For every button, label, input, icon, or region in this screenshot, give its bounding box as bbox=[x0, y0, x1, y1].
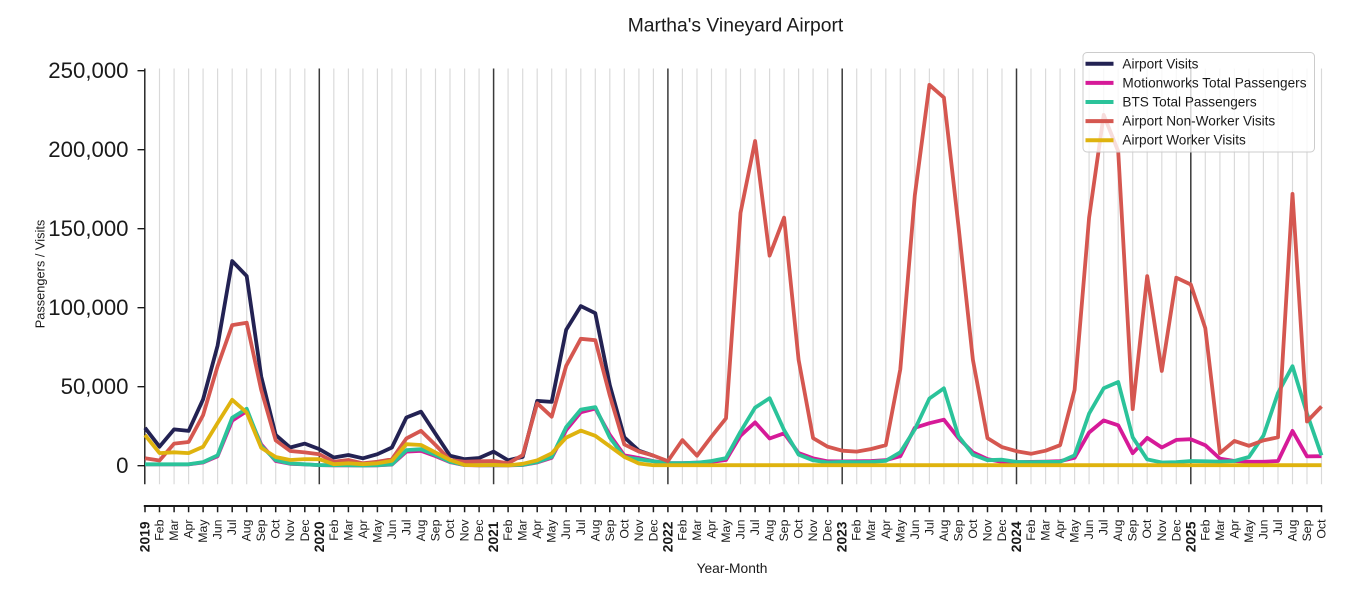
svg-text:Oct: Oct bbox=[966, 519, 980, 539]
svg-text:Aug: Aug bbox=[414, 519, 428, 541]
svg-text:Aug: Aug bbox=[763, 519, 777, 541]
svg-text:Feb: Feb bbox=[501, 519, 515, 540]
svg-text:Mar: Mar bbox=[690, 520, 704, 541]
svg-text:Aug: Aug bbox=[1111, 519, 1125, 541]
svg-text:Jul: Jul bbox=[225, 520, 239, 536]
svg-text:Sep: Sep bbox=[429, 519, 443, 541]
svg-text:Jun: Jun bbox=[1082, 519, 1096, 539]
svg-text:Jun: Jun bbox=[559, 519, 573, 539]
svg-text:Oct: Oct bbox=[792, 519, 806, 539]
svg-text:Feb: Feb bbox=[850, 519, 864, 540]
svg-text:Motionworks Total Passengers: Motionworks Total Passengers bbox=[1122, 75, 1306, 90]
svg-text:Sep: Sep bbox=[603, 519, 617, 541]
svg-text:Mar: Mar bbox=[1213, 520, 1227, 541]
svg-text:2020: 2020 bbox=[312, 521, 327, 552]
svg-text:Aug: Aug bbox=[588, 519, 602, 541]
svg-text:100,000: 100,000 bbox=[48, 295, 128, 320]
svg-text:Dec: Dec bbox=[646, 520, 660, 542]
svg-text:Jun: Jun bbox=[734, 519, 748, 539]
svg-text:May: May bbox=[196, 519, 210, 543]
svg-text:Dec: Dec bbox=[995, 520, 1009, 542]
svg-text:May: May bbox=[719, 519, 733, 543]
svg-text:Airport Visits: Airport Visits bbox=[1122, 56, 1198, 71]
svg-text:Feb: Feb bbox=[327, 519, 341, 540]
svg-text:Sep: Sep bbox=[1126, 519, 1140, 541]
svg-text:Year-Month: Year-Month bbox=[697, 561, 768, 576]
svg-text:Jun: Jun bbox=[1256, 519, 1270, 539]
svg-text:Sep: Sep bbox=[1300, 519, 1314, 541]
svg-text:Aug: Aug bbox=[1286, 519, 1300, 541]
svg-text:2021: 2021 bbox=[486, 521, 501, 552]
svg-text:Nov: Nov bbox=[806, 519, 820, 542]
svg-text:Jul: Jul bbox=[1097, 520, 1111, 536]
svg-text:Jul: Jul bbox=[574, 520, 588, 536]
svg-text:May: May bbox=[1242, 519, 1256, 543]
svg-text:Jun: Jun bbox=[211, 519, 225, 539]
svg-text:2022: 2022 bbox=[660, 521, 675, 552]
svg-text:Airport Worker Visits: Airport Worker Visits bbox=[1122, 133, 1246, 148]
svg-text:Oct: Oct bbox=[269, 519, 283, 539]
svg-text:Aug: Aug bbox=[937, 519, 951, 541]
svg-text:250,000: 250,000 bbox=[48, 58, 128, 83]
svg-text:May: May bbox=[1068, 519, 1082, 543]
svg-text:Feb: Feb bbox=[675, 519, 689, 540]
svg-text:May: May bbox=[893, 519, 907, 543]
svg-text:BTS Total Passengers: BTS Total Passengers bbox=[1122, 95, 1256, 110]
svg-text:Feb: Feb bbox=[153, 519, 167, 540]
svg-text:0: 0 bbox=[116, 453, 128, 478]
svg-text:2025: 2025 bbox=[1183, 521, 1198, 552]
svg-text:Nov: Nov bbox=[981, 519, 995, 542]
svg-text:Sep: Sep bbox=[254, 519, 268, 541]
svg-text:Apr: Apr bbox=[1227, 520, 1241, 539]
svg-text:200,000: 200,000 bbox=[48, 137, 128, 162]
svg-text:Aug: Aug bbox=[240, 519, 254, 541]
svg-text:Feb: Feb bbox=[1198, 519, 1212, 540]
svg-text:Dec: Dec bbox=[1169, 520, 1183, 542]
svg-text:Apr: Apr bbox=[879, 520, 893, 539]
svg-text:Sep: Sep bbox=[777, 519, 791, 541]
svg-text:Apr: Apr bbox=[1053, 520, 1067, 539]
svg-text:Mar: Mar bbox=[341, 520, 355, 541]
svg-text:Apr: Apr bbox=[530, 520, 544, 539]
svg-text:2024: 2024 bbox=[1009, 521, 1024, 552]
svg-text:Apr: Apr bbox=[182, 520, 196, 539]
svg-text:Oct: Oct bbox=[1140, 519, 1154, 539]
svg-text:Mar: Mar bbox=[516, 520, 530, 541]
svg-text:Jul: Jul bbox=[748, 520, 762, 536]
svg-text:Apr: Apr bbox=[705, 520, 719, 539]
svg-text:Dec: Dec bbox=[821, 520, 835, 542]
svg-text:Dec: Dec bbox=[298, 520, 312, 542]
svg-text:Dec: Dec bbox=[472, 520, 486, 542]
svg-text:Feb: Feb bbox=[1024, 519, 1038, 540]
svg-text:Airport Non-Worker Visits: Airport Non-Worker Visits bbox=[1122, 114, 1275, 129]
svg-text:Oct: Oct bbox=[443, 519, 457, 539]
svg-text:2019: 2019 bbox=[138, 521, 153, 552]
svg-text:2023: 2023 bbox=[835, 521, 850, 552]
svg-text:Jul: Jul bbox=[1271, 520, 1285, 536]
svg-text:Jun: Jun bbox=[385, 519, 399, 539]
svg-text:Martha's Vineyard Airport: Martha's Vineyard Airport bbox=[628, 16, 844, 37]
svg-text:Jul: Jul bbox=[922, 520, 936, 536]
svg-text:Oct: Oct bbox=[1315, 519, 1329, 539]
svg-text:Nov: Nov bbox=[1155, 519, 1169, 542]
svg-text:Nov: Nov bbox=[632, 519, 646, 542]
svg-text:May: May bbox=[370, 519, 384, 543]
svg-text:Nov: Nov bbox=[458, 519, 472, 542]
svg-text:May: May bbox=[545, 519, 559, 543]
svg-text:Nov: Nov bbox=[283, 519, 297, 542]
svg-text:Oct: Oct bbox=[617, 519, 631, 539]
svg-text:Passengers / Visits: Passengers / Visits bbox=[32, 220, 47, 329]
svg-text:150,000: 150,000 bbox=[48, 216, 128, 241]
svg-text:Apr: Apr bbox=[356, 520, 370, 539]
svg-text:Jul: Jul bbox=[399, 520, 413, 536]
svg-text:Mar: Mar bbox=[167, 520, 181, 541]
svg-text:Mar: Mar bbox=[864, 520, 878, 541]
svg-text:Mar: Mar bbox=[1039, 520, 1053, 541]
svg-text:50,000: 50,000 bbox=[61, 374, 129, 399]
svg-text:Sep: Sep bbox=[951, 519, 965, 541]
svg-text:Jun: Jun bbox=[908, 519, 922, 539]
